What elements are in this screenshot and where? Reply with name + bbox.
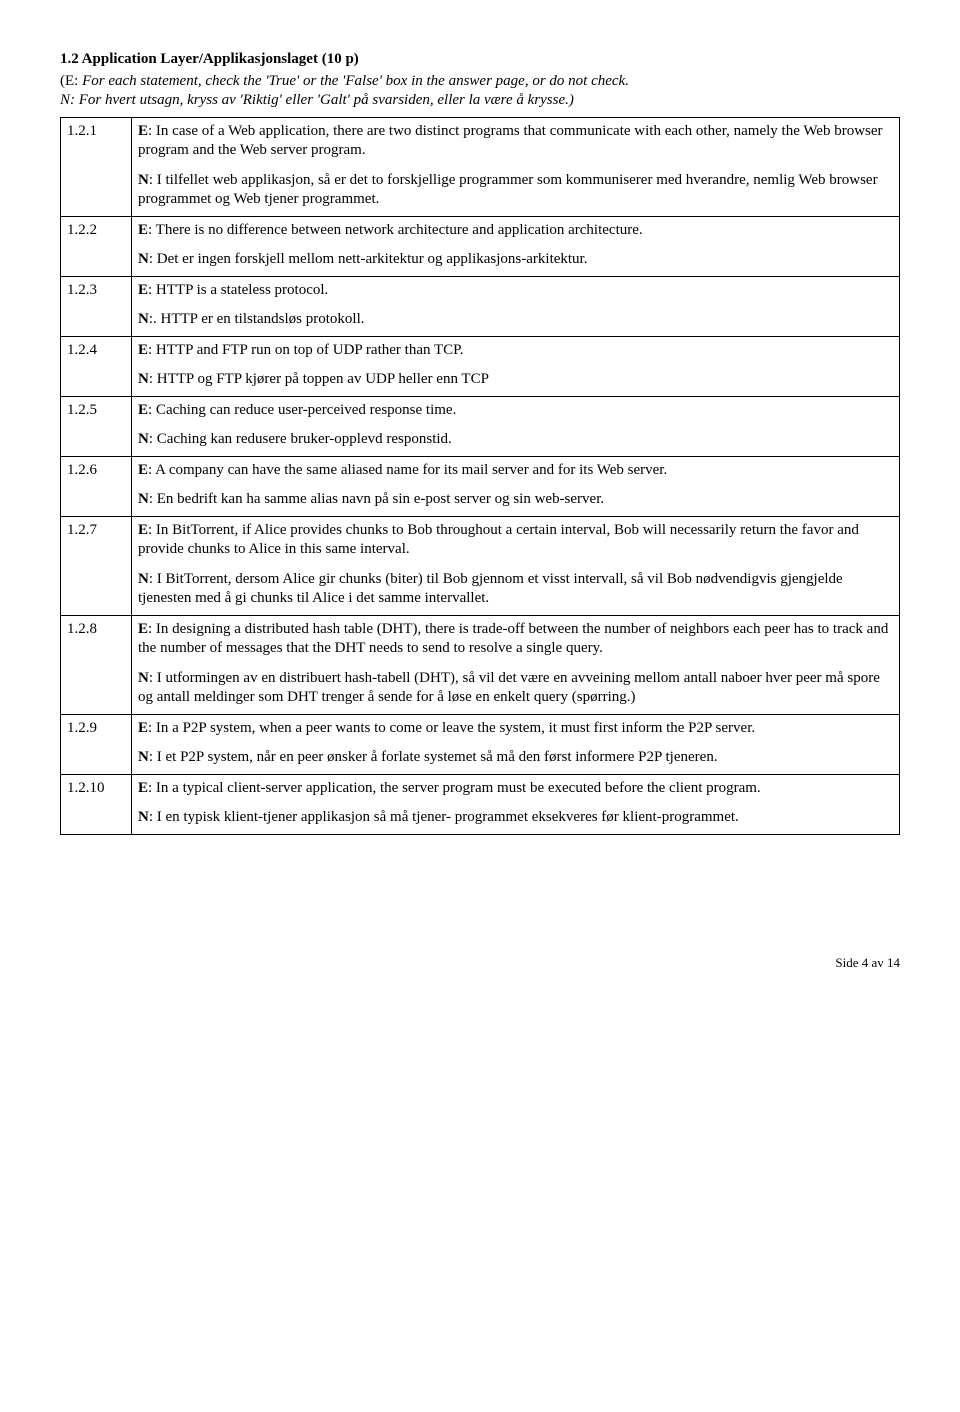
label-prefix: E bbox=[138, 342, 148, 358]
table-row: 1.2.1E: In case of a Web application, th… bbox=[61, 117, 900, 216]
statement-paragraph: N: I BitTorrent, dersom Alice gir chunks… bbox=[138, 570, 893, 609]
statement-paragraph: N: I en typisk klient-tjener applikasjon… bbox=[138, 808, 893, 828]
statement-paragraph: N: En bedrift kan ha samme alias navn på… bbox=[138, 490, 893, 510]
label-prefix: E bbox=[138, 123, 148, 139]
row-number: 1.2.3 bbox=[61, 276, 132, 336]
statement-text: : In a P2P system, when a peer wants to … bbox=[148, 720, 755, 736]
row-number: 1.2.6 bbox=[61, 456, 132, 516]
label-prefix: E bbox=[138, 222, 148, 238]
row-number: 1.2.4 bbox=[61, 336, 132, 396]
statement-paragraph: E: A company can have the same aliased n… bbox=[138, 461, 893, 481]
statement-paragraph: E: Caching can reduce user-perceived res… bbox=[138, 401, 893, 421]
label-prefix: N bbox=[138, 172, 149, 188]
label-prefix: E bbox=[138, 780, 148, 796]
statement-text: :. HTTP er en tilstandsløs protokoll. bbox=[149, 311, 365, 327]
table-row: 1.2.6 E: A company can have the same alia… bbox=[61, 456, 900, 516]
statement-text: : In case of a Web application, there ar… bbox=[138, 123, 883, 159]
label-prefix: N bbox=[138, 431, 149, 447]
intro-block: (E: For each statement, check the 'True'… bbox=[60, 72, 900, 111]
statement-paragraph: N: Caching kan redusere bruker-opplevd r… bbox=[138, 430, 893, 450]
row-number: 1.2.8 bbox=[61, 615, 132, 714]
label-prefix: N bbox=[138, 571, 149, 587]
table-row: 1.2.2 E: There is no difference between n… bbox=[61, 216, 900, 276]
statement-paragraph: E: HTTP is a stateless protocol. bbox=[138, 281, 893, 301]
section-heading: 1.2 Application Layer/Applikasjonslaget … bbox=[60, 50, 900, 70]
label-prefix: E bbox=[138, 402, 148, 418]
statement-paragraph: N: I utformingen av en distribuert hash-… bbox=[138, 669, 893, 708]
statement-text: : HTTP is a stateless protocol. bbox=[148, 282, 328, 298]
statement-text: : In a typical client-server application… bbox=[148, 780, 761, 796]
statement-text: : Caching kan redusere bruker-opplevd re… bbox=[149, 431, 452, 447]
statement-text: : Det er ingen forskjell mellom nett-ark… bbox=[149, 251, 588, 267]
statement-text: : I et P2P system, når en peer ønsker å … bbox=[149, 749, 718, 765]
table-row: 1.2.10 E: In a typical client-server appl… bbox=[61, 774, 900, 834]
label-prefix: E bbox=[138, 621, 148, 637]
row-content: E: In case of a Web application, there a… bbox=[132, 117, 900, 216]
intro-n-label: N: bbox=[60, 92, 75, 108]
label-prefix: N bbox=[138, 371, 149, 387]
row-content: E: In BitTorrent, if Alice provides chun… bbox=[132, 516, 900, 615]
page-footer: Side 4 av 14 bbox=[60, 955, 900, 972]
statement-text: : I utformingen av en distribuert hash-t… bbox=[138, 670, 880, 706]
statement-text: : I en typisk klient-tjener applikasjon … bbox=[149, 809, 739, 825]
row-number: 1.2.2 bbox=[61, 216, 132, 276]
statement-text: : I tilfellet web applikasjon, så er det… bbox=[138, 172, 878, 208]
row-number: 1.2.7 bbox=[61, 516, 132, 615]
statement-paragraph: E: In case of a Web application, there a… bbox=[138, 122, 893, 161]
statement-text: : HTTP og FTP kjører på toppen av UDP he… bbox=[149, 371, 489, 387]
row-content: E: There is no difference between networ… bbox=[132, 216, 900, 276]
statement-text: : A company can have the same aliased na… bbox=[148, 462, 667, 478]
table-row: 1.2.3 E: HTTP is a stateless protocol. N:.… bbox=[61, 276, 900, 336]
statement-paragraph: E: HTTP and FTP run on top of UDP rather… bbox=[138, 341, 893, 361]
row-content: E: In designing a distributed hash table… bbox=[132, 615, 900, 714]
label-prefix: E bbox=[138, 462, 148, 478]
statements-table: 1.2.1E: In case of a Web application, th… bbox=[60, 117, 900, 835]
statement-paragraph: N: I tilfellet web applikasjon, så er de… bbox=[138, 171, 893, 210]
table-row: 1.2.5 E: Caching can reduce user-perceive… bbox=[61, 396, 900, 456]
statement-text: : En bedrift kan ha samme alias navn på … bbox=[149, 491, 604, 507]
statement-paragraph: N: Det er ingen forskjell mellom nett-ar… bbox=[138, 250, 893, 270]
statement-paragraph: N: I et P2P system, når en peer ønsker å… bbox=[138, 748, 893, 768]
intro-n-text: For hvert utsagn, kryss av 'Riktig' elle… bbox=[75, 92, 574, 108]
row-content: E: A company can have the same aliased n… bbox=[132, 456, 900, 516]
row-content: E: Caching can reduce user-perceived res… bbox=[132, 396, 900, 456]
row-number: 1.2.10 bbox=[61, 774, 132, 834]
label-prefix: N bbox=[138, 491, 149, 507]
row-number: 1.2.1 bbox=[61, 117, 132, 216]
label-prefix: E bbox=[138, 720, 148, 736]
label-prefix: E bbox=[138, 282, 148, 298]
statement-paragraph: N:. HTTP er en tilstandsløs protokoll. bbox=[138, 310, 893, 330]
table-row: 1.2.7E: In BitTorrent, if Alice provides… bbox=[61, 516, 900, 615]
statement-paragraph: E: In designing a distributed hash table… bbox=[138, 620, 893, 659]
statement-paragraph: E: In a P2P system, when a peer wants to… bbox=[138, 719, 893, 739]
label-prefix: N bbox=[138, 670, 149, 686]
label-prefix: N bbox=[138, 251, 149, 267]
row-content: E: In a P2P system, when a peer wants to… bbox=[132, 714, 900, 774]
label-prefix: E bbox=[138, 522, 148, 538]
statement-text: : HTTP and FTP run on top of UDP rather … bbox=[148, 342, 464, 358]
statement-text: : There is no difference between network… bbox=[148, 222, 643, 238]
row-number: 1.2.5 bbox=[61, 396, 132, 456]
table-row: 1.2.4 E: HTTP and FTP run on top of UDP r… bbox=[61, 336, 900, 396]
statement-text: : Caching can reduce user-perceived resp… bbox=[148, 402, 456, 418]
statement-paragraph: N: HTTP og FTP kjører på toppen av UDP h… bbox=[138, 370, 893, 390]
intro-e-label: (E: bbox=[60, 73, 78, 89]
statement-paragraph: E: In a typical client-server applicatio… bbox=[138, 779, 893, 799]
table-row: 1.2.8E: In designing a distributed hash … bbox=[61, 615, 900, 714]
label-prefix: N bbox=[138, 809, 149, 825]
label-prefix: N bbox=[138, 749, 149, 765]
intro-e-text: For each statement, check the 'True' or … bbox=[78, 73, 629, 89]
row-content: E: In a typical client-server applicatio… bbox=[132, 774, 900, 834]
row-number: 1.2.9 bbox=[61, 714, 132, 774]
row-content: E: HTTP is a stateless protocol. N:. HTTP… bbox=[132, 276, 900, 336]
row-content: E: HTTP and FTP run on top of UDP rather… bbox=[132, 336, 900, 396]
statement-paragraph: E: There is no difference between networ… bbox=[138, 221, 893, 241]
table-row: 1.2.9 E: In a P2P system, when a peer wan… bbox=[61, 714, 900, 774]
label-prefix: N bbox=[138, 311, 149, 327]
statement-text: : I BitTorrent, dersom Alice gir chunks … bbox=[138, 571, 843, 607]
statement-text: : In BitTorrent, if Alice provides chunk… bbox=[138, 522, 859, 558]
statement-paragraph: E: In BitTorrent, if Alice provides chun… bbox=[138, 521, 893, 560]
statement-text: : In designing a distributed hash table … bbox=[138, 621, 888, 657]
